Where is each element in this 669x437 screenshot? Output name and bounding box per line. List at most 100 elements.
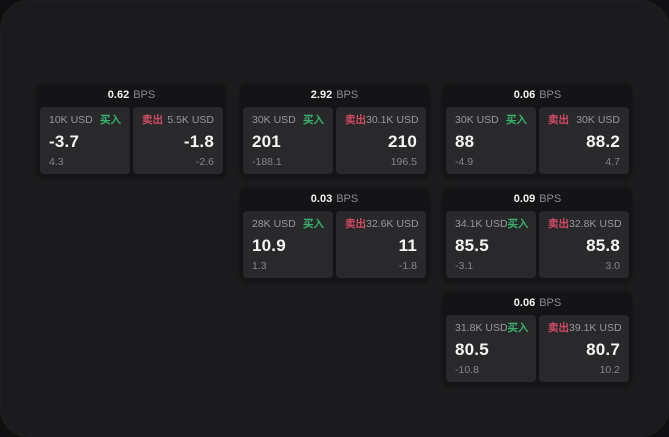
buy-price: 88 xyxy=(455,131,475,151)
spread-header: 0.03 BPS xyxy=(240,188,429,211)
buy-delta: -188.1 xyxy=(252,156,282,168)
sell-price: -1.8 xyxy=(183,131,214,151)
sell-delta: 10.2 xyxy=(599,364,620,376)
buy-price: 85.5 xyxy=(455,235,489,255)
buy-notional: 34.1K USD xyxy=(455,218,508,230)
buy-label[interactable]: 买入 xyxy=(303,114,324,126)
buy-label[interactable]: 买入 xyxy=(507,322,529,334)
sell-tile[interactable]: 卖出 30.1K USD 210 196.5 xyxy=(336,107,426,174)
quote-cards-grid: 0.62 BPS 10K USD 买入 -3.7 4.3 卖出 5.5K USD… xyxy=(37,84,632,385)
buy-delta: 1.3 xyxy=(252,260,267,272)
quote-body: 28K USD 买入 10.9 1.3 卖出 32.6K USD 11 -1.8 xyxy=(240,211,429,281)
buy-tile[interactable]: 34.1K USD 买入 85.5 -3.1 xyxy=(446,211,536,278)
sell-notional: 39.1K USD xyxy=(569,322,622,334)
spread-header: 0.62 BPS xyxy=(37,84,226,107)
buy-label[interactable]: 买入 xyxy=(303,218,324,230)
spread-unit: BPS xyxy=(539,193,562,205)
sell-tile[interactable]: 卖出 5.5K USD -1.8 -2.6 xyxy=(133,107,223,174)
buy-notional: 28K USD xyxy=(252,218,296,230)
sell-delta: -2.6 xyxy=(195,156,214,168)
buy-tile[interactable]: 30K USD 买入 88 -4.9 xyxy=(446,107,536,174)
buy-price: 80.5 xyxy=(455,339,489,359)
buy-delta: -3.1 xyxy=(455,260,474,272)
spread-unit: BPS xyxy=(336,193,359,205)
sell-notional: 32.8K USD xyxy=(569,218,622,230)
buy-price: 10.9 xyxy=(252,235,286,255)
buy-tile-top: 30K USD 买入 xyxy=(455,114,527,126)
sell-tile-top: 卖出 30K USD xyxy=(548,114,620,126)
quote-card[interactable]: 0.62 BPS 10K USD 买入 -3.7 4.3 卖出 5.5K USD… xyxy=(37,84,226,177)
buy-tile[interactable]: 28K USD 买入 10.9 1.3 xyxy=(243,211,333,278)
quote-body: 30K USD 买入 88 -4.9 卖出 30K USD 88.2 4.7 xyxy=(443,107,632,177)
buy-delta: -10.8 xyxy=(455,364,479,376)
buy-tile[interactable]: 10K USD 买入 -3.7 4.3 xyxy=(40,107,130,174)
spread-unit: BPS xyxy=(133,89,156,101)
sell-tile[interactable]: 卖出 39.1K USD 80.7 10.2 xyxy=(539,315,629,382)
sell-delta: -1.8 xyxy=(398,260,417,272)
buy-tile-top: 10K USD 买入 xyxy=(49,114,121,126)
spread-header: 0.06 BPS xyxy=(443,84,632,107)
spread-value: 0.03 xyxy=(310,193,333,205)
sell-notional: 30K USD xyxy=(576,114,620,126)
sell-tile-top: 卖出 5.5K USD xyxy=(142,114,214,126)
buy-tile-top: 30K USD 买入 xyxy=(252,114,324,126)
sell-notional: 5.5K USD xyxy=(167,114,214,126)
spread-value: 0.06 xyxy=(513,89,536,101)
sell-tile[interactable]: 卖出 30K USD 88.2 4.7 xyxy=(539,107,629,174)
sell-label[interactable]: 卖出 xyxy=(548,322,569,334)
buy-delta: 4.3 xyxy=(49,156,64,168)
sell-label[interactable]: 卖出 xyxy=(142,114,163,126)
sell-notional: 32.6K USD xyxy=(366,218,419,230)
sell-delta: 4.7 xyxy=(605,156,620,168)
buy-notional: 30K USD xyxy=(252,114,296,126)
sell-tile-top: 卖出 32.6K USD xyxy=(345,218,419,230)
quote-card[interactable]: 0.06 BPS 30K USD 买入 88 -4.9 卖出 30K USD 8… xyxy=(443,84,632,177)
spread-unit: BPS xyxy=(539,297,562,309)
buy-delta: -4.9 xyxy=(455,156,474,168)
buy-tile-top: 28K USD 买入 xyxy=(252,218,324,230)
quote-card[interactable]: 0.09 BPS 34.1K USD 买入 85.5 -3.1 卖出 32.8K… xyxy=(443,188,632,281)
quote-card[interactable]: 0.06 BPS 31.8K USD 买入 80.5 -10.8 卖出 39.1… xyxy=(443,292,632,385)
spread-value: 0.06 xyxy=(513,297,536,309)
sell-tile-top: 卖出 32.8K USD xyxy=(548,218,622,230)
sell-price: 85.8 xyxy=(586,235,620,255)
spread-unit: BPS xyxy=(336,89,359,101)
buy-tile[interactable]: 31.8K USD 买入 80.5 -10.8 xyxy=(446,315,536,382)
buy-tile-top: 31.8K USD 买入 xyxy=(455,322,529,334)
buy-label[interactable]: 买入 xyxy=(506,114,527,126)
quote-body: 34.1K USD 买入 85.5 -3.1 卖出 32.8K USD 85.8… xyxy=(443,211,632,281)
sell-price: 210 xyxy=(388,131,417,151)
spread-header: 0.06 BPS xyxy=(443,292,632,315)
sell-tile[interactable]: 卖出 32.8K USD 85.8 3.0 xyxy=(539,211,629,278)
sell-delta: 3.0 xyxy=(605,260,620,272)
sell-price: 11 xyxy=(398,235,417,255)
buy-notional: 31.8K USD xyxy=(455,322,508,334)
sell-tile-top: 卖出 39.1K USD xyxy=(548,322,622,334)
sell-label[interactable]: 卖出 xyxy=(548,114,569,126)
buy-notional: 10K USD xyxy=(49,114,93,126)
buy-label[interactable]: 买入 xyxy=(507,218,529,230)
spread-value: 0.09 xyxy=(513,193,536,205)
sell-label[interactable]: 卖出 xyxy=(548,218,569,230)
spread-value: 2.92 xyxy=(310,89,333,101)
quote-card[interactable]: 2.92 BPS 30K USD 买入 201 -188.1 卖出 30.1K … xyxy=(240,84,429,177)
quote-card[interactable]: 0.03 BPS 28K USD 买入 10.9 1.3 卖出 32.6K US… xyxy=(240,188,429,281)
spread-header: 2.92 BPS xyxy=(240,84,429,107)
spread-header: 0.09 BPS xyxy=(443,188,632,211)
buy-notional: 30K USD xyxy=(455,114,499,126)
spread-unit: BPS xyxy=(539,89,562,101)
sell-price: 88.2 xyxy=(586,131,620,151)
sell-tile-top: 卖出 30.1K USD xyxy=(345,114,419,126)
quote-body: 10K USD 买入 -3.7 4.3 卖出 5.5K USD -1.8 -2.… xyxy=(37,107,226,177)
sell-tile[interactable]: 卖出 32.6K USD 11 -1.8 xyxy=(336,211,426,278)
sell-label[interactable]: 卖出 xyxy=(345,218,366,230)
sell-price: 80.7 xyxy=(586,339,620,359)
buy-label[interactable]: 买入 xyxy=(100,114,121,126)
buy-tile[interactable]: 30K USD 买入 201 -188.1 xyxy=(243,107,333,174)
sell-label[interactable]: 卖出 xyxy=(345,114,366,126)
buy-tile-top: 34.1K USD 买入 xyxy=(455,218,529,230)
quote-body: 31.8K USD 买入 80.5 -10.8 卖出 39.1K USD 80.… xyxy=(443,315,632,385)
buy-price: 201 xyxy=(252,131,281,151)
buy-price: -3.7 xyxy=(49,131,80,151)
